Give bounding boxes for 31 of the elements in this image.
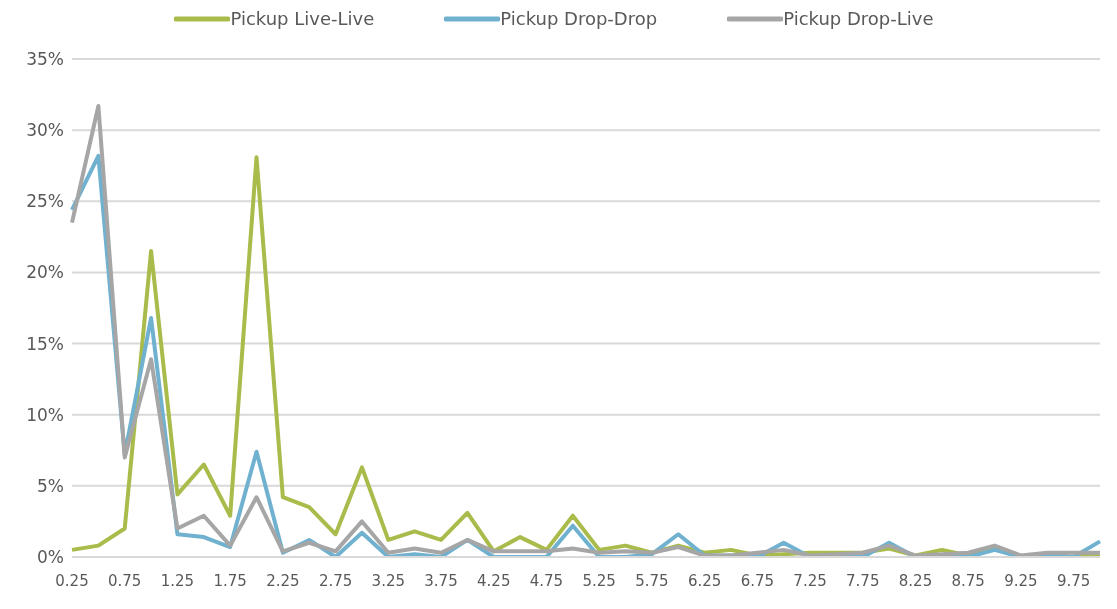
- x-tick-label: 9.75: [1056, 571, 1091, 590]
- x-tick-label: 5.25: [582, 571, 616, 590]
- x-tick-label: 1.75: [213, 571, 247, 590]
- x-tick-label: 2.25: [266, 571, 300, 590]
- y-tick-label: 35%: [26, 49, 64, 70]
- legend-label: Pickup Drop-Drop: [499, 8, 658, 29]
- y-tick-label: 25%: [26, 191, 64, 212]
- x-tick-label: 3.75: [424, 571, 458, 590]
- x-tick-label: 2.75: [318, 571, 353, 590]
- x-tick-label: 7.75: [846, 571, 880, 590]
- y-tick-label: 15%: [26, 333, 64, 354]
- x-tick-label: 8.25: [898, 571, 933, 590]
- y-tick-label: 20%: [26, 262, 64, 283]
- x-tick-label: 0.75: [108, 571, 142, 590]
- y-tick-label: 5%: [37, 475, 64, 496]
- x-tick-label: 4.25: [477, 571, 511, 590]
- y-tick-label: 0%: [37, 547, 64, 568]
- legend-label: Pickup Drop-Live: [782, 8, 934, 29]
- x-tick-label: 3.25: [371, 571, 406, 590]
- x-tick-label: 1.25: [160, 571, 195, 590]
- x-tick-label: 5.75: [635, 571, 669, 590]
- x-tick-label: 9.25: [1004, 571, 1038, 590]
- x-tick-label: 8.75: [951, 571, 985, 590]
- x-tick-label: 4.75: [529, 571, 564, 590]
- x-tick-label: 6.75: [740, 571, 775, 590]
- y-tick-label: 30%: [26, 120, 64, 141]
- x-tick-label: 6.25: [687, 571, 722, 590]
- y-tick-label: 10%: [26, 404, 64, 425]
- legend-label: Pickup Live-Live: [229, 8, 375, 29]
- x-tick-label: 7.25: [793, 571, 827, 590]
- x-tick-label: 0.25: [55, 571, 89, 590]
